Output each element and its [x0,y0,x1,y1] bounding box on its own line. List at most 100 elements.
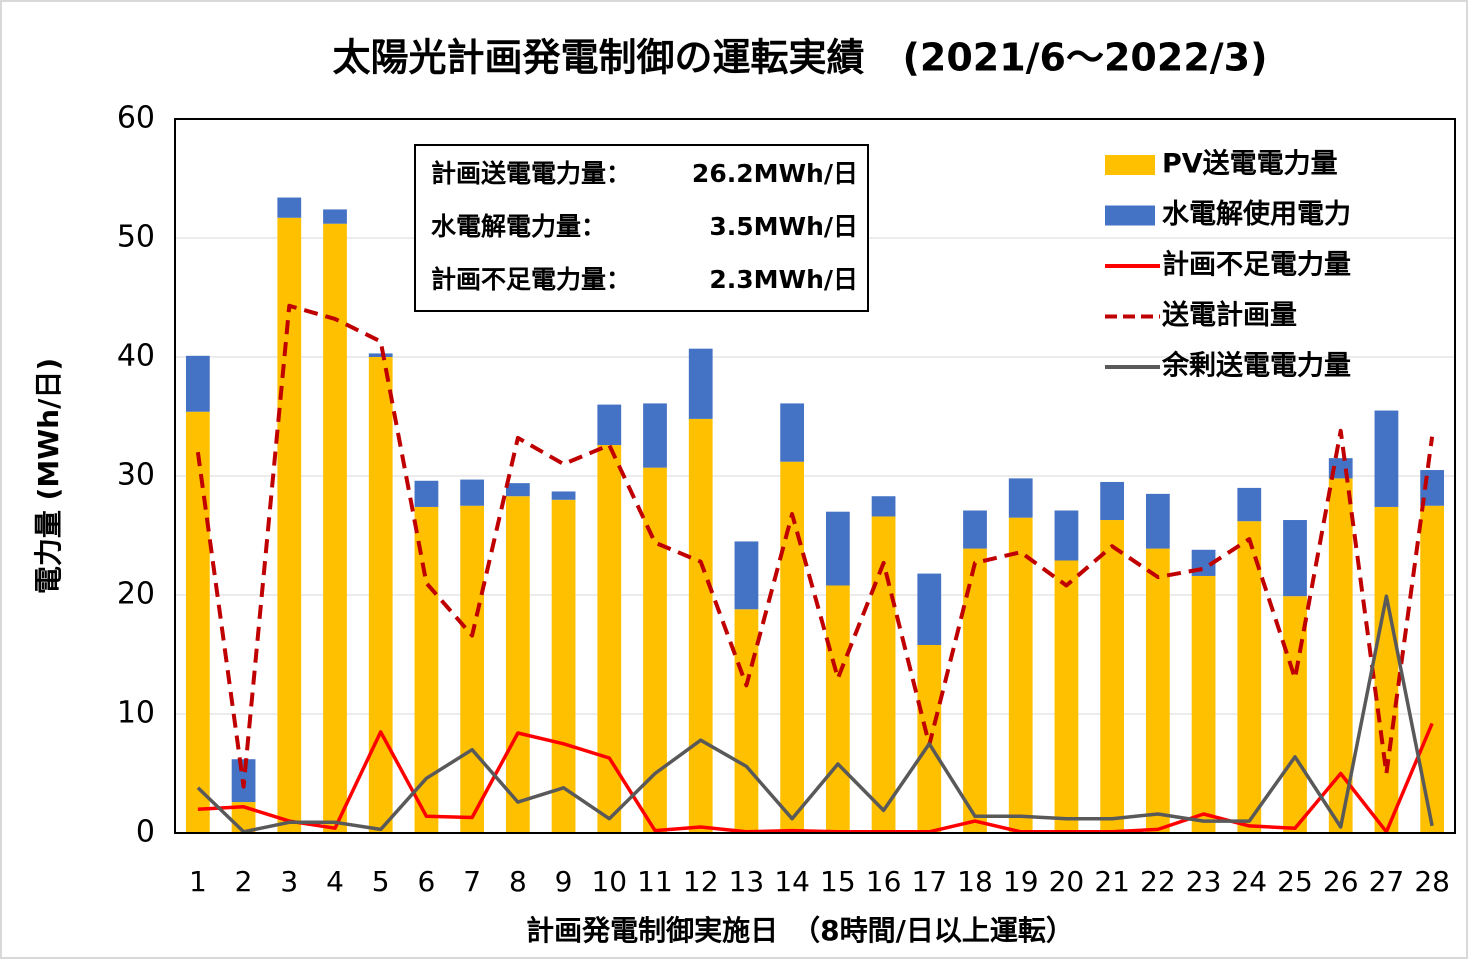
bar [323,209,347,224]
x-axis-label: 計画発電制御実施日 （8時間/日以上運転） [526,914,1074,947]
y-tick-label: 60 [117,101,155,136]
bar [734,609,759,833]
bar [597,445,622,833]
x-tick-label: 4 [326,865,344,898]
bar [460,505,485,833]
bar [643,467,667,833]
x-tick-label: 5 [372,865,390,898]
bar [688,418,713,833]
annotation-box [414,144,869,312]
x-tick-label: 18 [957,865,993,898]
y-tick-label: 10 [117,696,155,731]
legend-swatch [1105,155,1155,175]
x-tick-label: 16 [866,865,902,898]
bar [1008,517,1033,833]
y-tick-label: 30 [117,458,155,493]
x-tick-label: 26 [1323,865,1359,898]
x-tick-label: 28 [1414,865,1450,898]
bar [368,353,393,357]
annotation-label: 計画送電電力量： [431,159,631,188]
bar [414,480,439,507]
bar [597,404,622,446]
bar [505,483,530,497]
annotation-label: 水電解電力量： [431,212,606,241]
annotation-value: 2.3MWh/日 [709,265,858,294]
x-tick-label: 19 [1003,865,1039,898]
bar [1100,481,1125,521]
bar [871,496,896,517]
x-tick-label: 3 [280,865,298,898]
bar [551,491,576,500]
bar [277,197,302,218]
legend-label: 水電解使用電力 [1162,199,1351,230]
legend-label: PV送電電力量 [1162,149,1338,180]
x-tick-label: 22 [1140,865,1176,898]
bar [688,348,713,419]
annotation-label: 計画不足電力量： [431,265,631,294]
bar [1283,520,1307,597]
x-tick-label: 24 [1231,865,1267,898]
bar [734,541,759,610]
bar [505,496,530,833]
annotation-value: 3.5MWh/日 [709,212,858,241]
bar [825,585,850,833]
y-tick-label: 20 [117,577,155,612]
x-tick-label: 25 [1277,865,1313,898]
x-tick-label: 2 [235,865,253,898]
bar [1283,596,1307,833]
legend-label: 余剰送電電力量 [1161,350,1351,382]
bar [185,355,210,412]
bar [414,506,439,833]
x-tick-label: 23 [1186,865,1222,898]
bar [368,357,393,833]
x-tick-label: 11 [637,865,673,898]
bar [1420,505,1445,833]
x-tick-label: 6 [418,865,436,898]
bar [1374,410,1399,507]
y-tick-label: 40 [117,339,155,374]
bar [1100,520,1125,833]
bar [871,516,896,833]
x-tick-label: 27 [1369,865,1405,898]
bar [323,223,347,834]
x-tick-label: 8 [509,865,527,898]
bar [1191,575,1216,833]
x-tick-label: 21 [1094,865,1130,898]
x-tick-label: 17 [911,865,947,898]
bar [1374,506,1399,833]
bar [185,411,210,833]
bar [1328,478,1353,833]
bar [1237,521,1262,833]
line [195,303,1435,789]
bar [963,548,987,833]
bar [1008,478,1033,518]
bar [780,403,805,462]
plot-frame [174,118,1456,834]
annotation-value: 26.2MWh/日 [692,159,858,188]
x-tick-label: 9 [555,865,573,898]
line [196,594,1434,834]
x-tick-label: 10 [591,865,627,898]
bar [1145,493,1170,549]
bar [917,573,942,645]
bar [551,499,576,833]
bar [1054,560,1079,833]
legend-label: 計画不足電力量 [1162,249,1351,281]
x-tick-label: 14 [774,865,810,898]
bar [1145,548,1170,833]
x-tick-label: 12 [683,865,719,898]
legend-label: 送電計画量 [1162,299,1297,331]
y-axis-label: 電力量 (MWh/日) [32,358,65,594]
bar [1237,487,1262,522]
bar [825,511,850,586]
x-tick-label: 1 [189,865,207,898]
y-tick-label: 0 [136,815,155,850]
bar [643,403,667,468]
legend-swatch [1105,205,1155,226]
bar [1054,510,1079,561]
bar [780,461,805,833]
x-tick-label: 20 [1049,865,1085,898]
chart-title: 太陽光計画発電制御の運転実績 (2021/6～2022/3) [333,36,1268,80]
x-tick-label: 15 [820,865,856,898]
